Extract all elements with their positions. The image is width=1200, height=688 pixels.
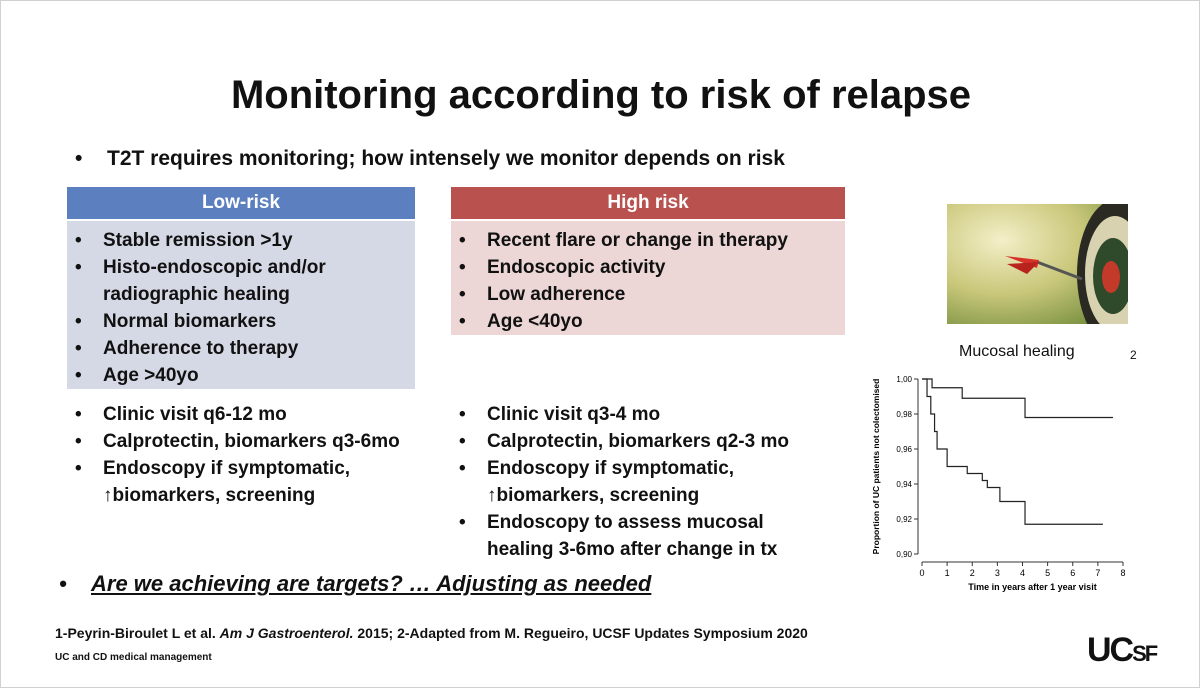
action: Clinic visit q3-4 mo <box>451 401 801 428</box>
y-tick-label: 0,92 <box>896 515 912 524</box>
x-tick-label: 6 <box>1070 568 1075 578</box>
chart-reference: 2 <box>1130 348 1137 362</box>
y-tick-label: 0,90 <box>896 550 912 559</box>
ref-journal: Am J Gastroenterol. <box>219 625 354 641</box>
y-tick-label: 0,96 <box>896 445 912 454</box>
survival-curve <box>922 378 1113 419</box>
action: Endoscopy if symptomatic, ↑biomarkers, s… <box>67 455 427 509</box>
criterion: Histo-endoscopic and/or radiographic hea… <box>67 254 337 308</box>
action: Endoscopy to assess mucosal healing 3-6m… <box>451 509 801 563</box>
action: Calprotectin, biomarkers q2-3 mo <box>451 428 801 455</box>
logo-uc: UC <box>1087 631 1134 669</box>
reference-footer: 1-Peyrin-Biroulet L et al. Am J Gastroen… <box>55 625 808 641</box>
y-tick-label: 1,00 <box>896 375 912 384</box>
x-tick-label: 8 <box>1120 568 1125 578</box>
ucsf-logo: UCSF <box>1087 631 1158 670</box>
criterion: Stable remission >1y <box>67 227 337 254</box>
logo-sf: SF <box>1132 641 1158 666</box>
chart-caption: Mucosal healing <box>959 343 1075 360</box>
low-risk-header: Low-risk <box>67 187 415 219</box>
x-tick-label: 4 <box>1020 568 1025 578</box>
criterion: Endoscopic activity <box>451 254 845 281</box>
intro-bullet: T2T requires monitoring; how intensely w… <box>75 147 785 171</box>
survival-chart: 0,90 0,92 0,94 0,96 0,98 1,00 0 1 2 3 4 5 6 7 8 Time in… <box>871 375 1126 592</box>
x-tick-label: 3 <box>995 568 1000 578</box>
y-tick-label: 0,98 <box>896 410 912 419</box>
high-risk-actions: Clinic visit q3-4 moCalprotectin, biomar… <box>451 401 801 563</box>
x-tick-label: 7 <box>1095 568 1100 578</box>
x-axis-label: Time in years after 1 year visit <box>968 582 1096 592</box>
x-tick-label: 0 <box>919 568 924 578</box>
survival-curve <box>922 378 1103 525</box>
x-tick-label: 5 <box>1045 568 1050 578</box>
x-tick-label: 1 <box>945 568 950 578</box>
low-risk-actions: Clinic visit q6-12 moCalprotectin, bioma… <box>67 401 427 509</box>
high-risk-criteria: Recent flare or change in therapyEndosco… <box>451 221 845 335</box>
criterion: Adherence to therapy <box>67 335 337 362</box>
action: Clinic visit q6-12 mo <box>67 401 427 428</box>
intro-text: T2T requires monitoring; how intensely w… <box>107 147 785 170</box>
high-risk-box: Recent flare or change in therapyEndosco… <box>451 221 845 335</box>
dart-image <box>947 204 1128 324</box>
slide-title: Monitoring according to risk of relapse <box>230 73 972 117</box>
action: Calprotectin, biomarkers q3-6mo <box>67 428 427 455</box>
question-text: Are we achieving are targets? … Adjustin… <box>91 571 652 596</box>
low-risk-box: Stable remission >1yHisto-endoscopic and… <box>67 221 415 389</box>
high-risk-header: High risk <box>451 187 845 219</box>
criterion: Normal biomarkers <box>67 308 337 335</box>
ref-rest: 2015; 2-Adapted from M. Regueiro, UCSF U… <box>357 625 808 641</box>
question-bullet: Are we achieving are targets? … Adjustin… <box>59 571 652 597</box>
action: Endoscopy if symptomatic, ↑biomarkers, s… <box>451 455 801 509</box>
criterion: Age >40yo <box>67 362 337 389</box>
criterion: Low adherence <box>451 281 845 308</box>
criterion: Recent flare or change in therapy <box>451 227 845 254</box>
ref-authors: 1-Peyrin-Biroulet L et al. <box>55 625 216 641</box>
low-risk-criteria: Stable remission >1yHisto-endoscopic and… <box>67 221 337 389</box>
footer-subtitle: UC and CD medical management <box>55 652 212 663</box>
y-tick-label: 0,94 <box>896 480 912 489</box>
y-axis-label: Proportion of UC patients not colectomis… <box>871 379 881 555</box>
criterion: Age <40yo <box>451 308 845 335</box>
x-tick-label: 2 <box>970 568 975 578</box>
